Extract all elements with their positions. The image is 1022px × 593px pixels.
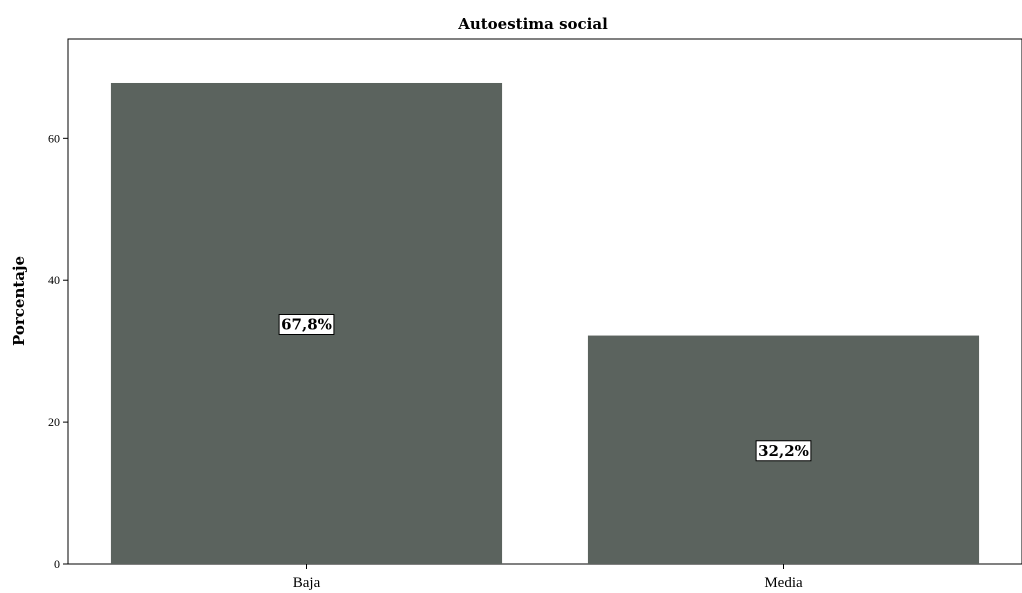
y-tick-label: 20 — [48, 415, 60, 429]
data-label-box — [755, 440, 812, 462]
category-label: Media — [764, 575, 803, 591]
data-label-text: 32,2% — [758, 442, 809, 460]
data-label: 32,2% — [755, 440, 812, 462]
chart-title: Autoestima social — [457, 15, 608, 33]
category-labels: Baja Media — [293, 564, 803, 591]
data-label-box — [278, 313, 335, 335]
data-label: 67,8% — [278, 313, 335, 335]
y-tick-label: 40 — [48, 273, 60, 287]
bars — [110, 82, 980, 565]
y-axis-ticks: 0 20 40 60 — [48, 131, 68, 571]
data-labels: 67,8% 32,2% — [278, 313, 812, 462]
y-axis-label: Porcentaje — [10, 256, 28, 346]
y-tick-label: 0 — [54, 557, 60, 571]
plot-frame — [67, 38, 1022, 565]
category-label: Baja — [293, 575, 321, 591]
y-tick-label: 60 — [48, 131, 60, 145]
data-label-text: 67,8% — [281, 315, 332, 333]
